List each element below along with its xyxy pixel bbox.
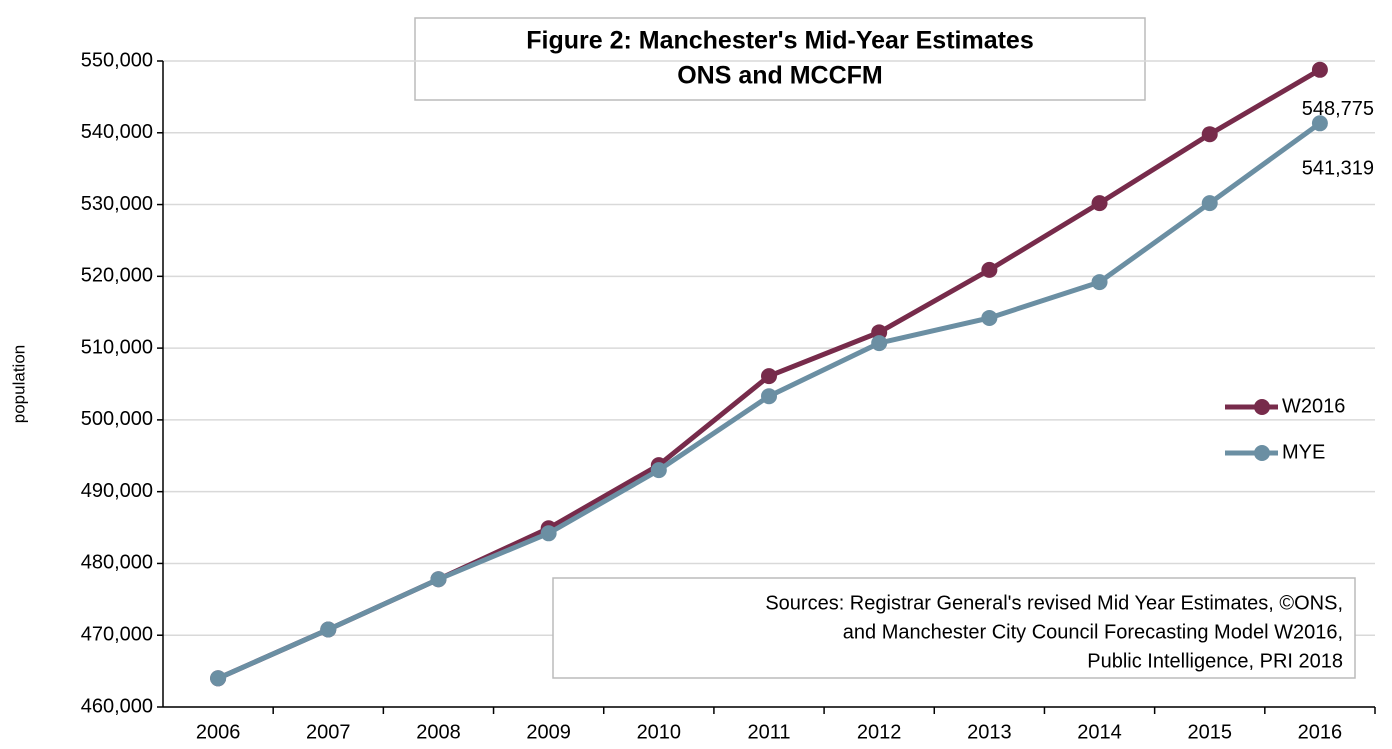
- source-box: [552, 577, 1356, 679]
- x-tick-label: 2013: [967, 721, 1012, 743]
- point: [1091, 274, 1108, 291]
- y-axis-label: population: [9, 345, 28, 423]
- x-tick-label: 2009: [526, 721, 571, 743]
- y-tick-label: 510,000: [81, 336, 153, 358]
- point: [871, 335, 888, 352]
- x-tick-label: 2012: [857, 721, 902, 743]
- legend-label: MYE: [1282, 441, 1325, 463]
- point: [540, 525, 557, 542]
- title-box: [414, 17, 1146, 101]
- point: [1201, 195, 1218, 212]
- point: [761, 368, 777, 385]
- y-tick-label: 540,000: [81, 121, 153, 143]
- point: [1091, 195, 1108, 212]
- y-tick-label: 550,000: [81, 49, 153, 71]
- x-tick-label: 2014: [1077, 721, 1122, 743]
- chart-title: Figure 2: Manchester's Mid-Year Estimate…: [526, 27, 1034, 55]
- x-tick-label: 2010: [637, 721, 682, 743]
- point: [650, 462, 667, 479]
- y-tick-label: 470,000: [81, 624, 153, 646]
- point: [320, 621, 337, 638]
- point: [981, 261, 998, 278]
- data-label: 548,775: [1302, 98, 1374, 120]
- source-note: Public Intelligence, PRI 2018: [1087, 650, 1343, 672]
- chart-title: ONS and MCCFM: [677, 62, 883, 90]
- x-tick-label: 2015: [1187, 721, 1232, 743]
- y-tick-label: 500,000: [81, 408, 153, 430]
- source-note: and Manchester City Council Forecasting …: [843, 621, 1343, 643]
- x-tick-label: 2006: [196, 721, 241, 743]
- point: [1311, 115, 1328, 132]
- legend-label: W2016: [1282, 395, 1345, 417]
- point: [430, 571, 447, 588]
- point: [1201, 126, 1218, 143]
- y-tick-label: 490,000: [81, 480, 153, 502]
- y-tick-label: 480,000: [81, 552, 153, 574]
- legend-marker: [1254, 399, 1270, 415]
- x-tick-label: 2011: [747, 721, 790, 743]
- point: [981, 309, 998, 326]
- point: [210, 670, 227, 687]
- x-tick-label: 2008: [416, 721, 461, 743]
- x-tick-label: 2016: [1298, 721, 1343, 743]
- legend-marker: [1254, 445, 1270, 461]
- data-label: 541,319: [1302, 158, 1374, 180]
- y-tick-label: 520,000: [81, 265, 153, 287]
- point: [761, 388, 777, 405]
- y-tick-label: 530,000: [81, 193, 153, 215]
- point: [1311, 61, 1328, 78]
- x-tick-label: 2007: [306, 721, 351, 743]
- y-tick-label: 460,000: [81, 695, 153, 717]
- source-note: Sources: Registrar General's revised Mid…: [765, 592, 1343, 614]
